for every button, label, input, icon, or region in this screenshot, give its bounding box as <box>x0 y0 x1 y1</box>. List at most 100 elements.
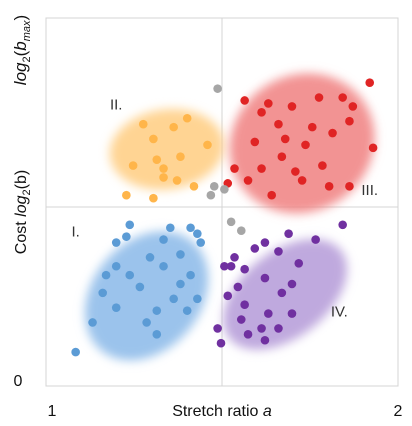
cluster-4-point-11 <box>240 264 249 274</box>
cluster-4-point-13 <box>287 279 297 289</box>
cluster-5-point-4 <box>220 184 229 194</box>
cluster-4-point-19 <box>287 309 297 318</box>
cluster-2-point-8 <box>159 164 168 173</box>
y-top-label-sub: 2 <box>21 56 33 62</box>
cluster-3 <box>223 73 378 214</box>
y-axis-top-label: log2(bmax) <box>11 15 33 85</box>
cluster-1-point-20 <box>193 294 202 304</box>
cluster-4-point-3 <box>311 235 320 244</box>
cluster-4-point-8 <box>294 258 304 268</box>
cluster-3-point-15 <box>368 143 378 153</box>
cluster-2 <box>109 108 225 203</box>
cluster-1-point-21 <box>152 306 162 315</box>
cluster-4-point-10 <box>220 261 229 271</box>
cluster-1-point-2 <box>166 223 175 233</box>
y-top-label-log: log <box>11 62 30 85</box>
cluster-5-point-5 <box>226 217 236 227</box>
cluster-3-point-13 <box>301 140 310 150</box>
quadrant-label-1: I. <box>71 224 79 241</box>
cluster-1-point-16 <box>176 279 185 289</box>
cluster-4-point-2 <box>284 229 293 238</box>
cluster-3-point-21 <box>291 167 300 176</box>
x-tick-label-min: 1 <box>48 403 57 420</box>
cluster-3-point-8 <box>365 78 375 88</box>
cluster-3-point-12 <box>280 134 290 144</box>
y-top-label-max: max <box>21 20 33 41</box>
cluster-1-point-25 <box>111 303 121 312</box>
cluster-3-point-16 <box>250 137 260 147</box>
cluster-1-point-12 <box>159 261 168 271</box>
cluster-4-point-6 <box>274 247 283 256</box>
cluster-1-point-8 <box>196 238 206 247</box>
y-tick-label-zero: 0 <box>14 373 23 390</box>
y-axis-label-text: Cost <box>13 217 30 254</box>
cluster-1-point-19 <box>169 294 178 304</box>
cluster-1-point-11 <box>111 261 121 271</box>
cluster-3-point-7 <box>348 102 358 111</box>
cluster-2-halo <box>109 108 225 190</box>
cluster-4-point-4 <box>260 238 270 247</box>
cluster-4-point-14 <box>233 282 243 292</box>
cluster-1-point-4 <box>193 229 202 238</box>
cluster-1-point-15 <box>101 270 111 280</box>
cluster-2-point-4 <box>149 134 158 144</box>
cluster-2-point-2 <box>182 113 192 123</box>
y-top-label-b: b <box>11 41 30 50</box>
cluster-5-point-3 <box>206 190 216 200</box>
cluster-4-point-12 <box>260 273 270 283</box>
cluster-2-point-11 <box>189 182 199 191</box>
cluster-1-point-26 <box>88 318 97 327</box>
cluster-3-point-5 <box>314 93 324 102</box>
cluster-1-point-14 <box>186 270 195 280</box>
cluster-4-point-15 <box>277 288 287 298</box>
cluster-1-point-7 <box>111 238 121 247</box>
y-axis-label: Cost log2(b) <box>13 170 33 254</box>
cluster-3-point-27 <box>345 182 354 191</box>
cluster-4 <box>213 220 348 350</box>
cluster-2-point-1 <box>138 119 148 129</box>
cluster-3-point-22 <box>230 164 239 173</box>
cluster-3-point-19 <box>243 176 253 185</box>
cluster-3-point-25 <box>297 176 307 185</box>
cluster-1-point-24 <box>152 330 162 339</box>
cluster-1-point-5 <box>122 232 131 241</box>
cluster-3-point-3 <box>257 108 266 117</box>
x-tick-label-max: 2 <box>394 403 403 420</box>
cluster-1-point-18 <box>98 288 107 298</box>
x-axis-label-text: Stretch ratio <box>172 403 263 420</box>
cluster-2-point-12 <box>122 190 131 200</box>
cluster-3-point-9 <box>328 128 337 138</box>
cluster-3-point-4 <box>287 102 297 111</box>
cluster-3-point-10 <box>307 122 317 132</box>
x-axis-label-variable: a <box>263 403 272 420</box>
cluster-3-point-14 <box>345 116 354 126</box>
cluster-2-point-14 <box>159 173 168 182</box>
cluster-3-point-24 <box>267 190 277 200</box>
x-axis-label: Stretch ratio a <box>172 403 272 420</box>
cluster-1-point-23 <box>142 318 151 327</box>
cluster-1-point-13 <box>125 270 135 280</box>
cluster-3-point-6 <box>338 93 347 102</box>
cluster-2-point-7 <box>176 152 185 162</box>
cluster-1-point-10 <box>145 253 155 262</box>
y-axis-label-arg: (b) <box>13 170 30 190</box>
cluster-1-point-27 <box>71 347 80 357</box>
quadrant-label-2: II. <box>110 96 123 113</box>
cluster-1-point-6 <box>159 235 168 244</box>
cluster-1-point-22 <box>182 306 192 315</box>
cluster-5-point-6 <box>236 226 246 236</box>
cluster-3-point-11 <box>274 119 283 129</box>
cluster-4-point-9 <box>226 261 236 271</box>
cluster-4-point-17 <box>240 300 249 310</box>
cluster-3-point-17 <box>277 152 287 162</box>
cluster-4-point-7 <box>230 253 239 262</box>
y-top-label-open: ( <box>11 50 30 56</box>
cluster-4-point-1 <box>338 220 347 230</box>
cluster-4-point-26 <box>274 324 283 333</box>
cluster-3-point-1 <box>240 96 249 105</box>
cluster-1 <box>71 220 209 361</box>
cluster-2-point-10 <box>172 176 182 185</box>
cluster-4-point-21 <box>257 324 266 333</box>
cluster-3-point-2 <box>264 99 273 108</box>
